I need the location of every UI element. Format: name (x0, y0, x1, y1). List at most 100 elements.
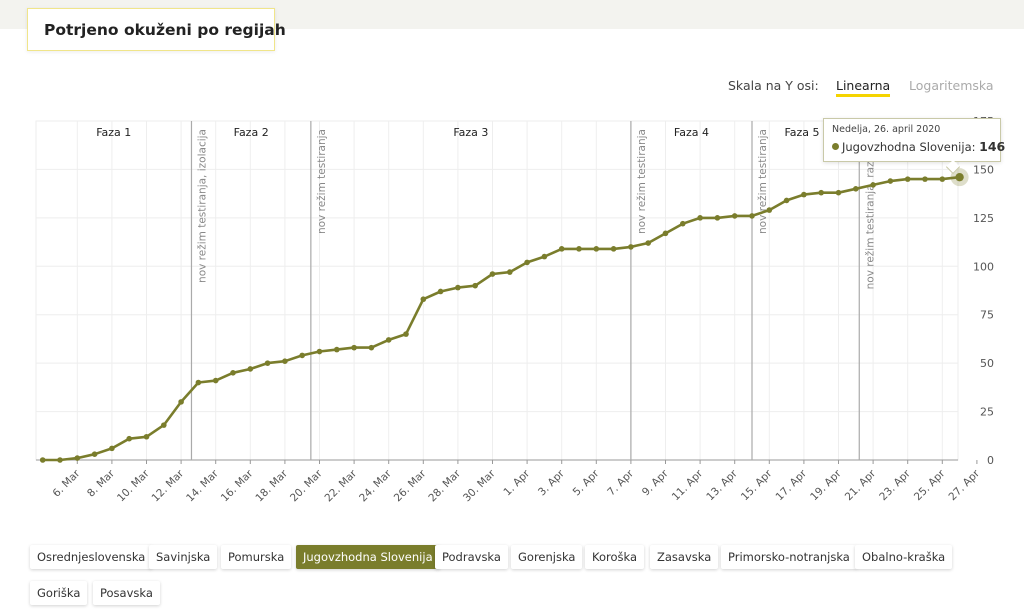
x-tick-label: 23. Apr (877, 467, 913, 503)
x-tick-label: 17. Apr (774, 467, 810, 503)
x-tick-label: 1. Apr (501, 467, 532, 498)
scale-logarithmic-option[interactable]: Logaritemska (909, 78, 994, 93)
data-point (247, 366, 254, 372)
data-point (541, 253, 548, 260)
x-tick-label: 8. Mar (85, 467, 117, 499)
data-point (74, 455, 81, 461)
series-line (42, 175, 960, 462)
region-button[interactable]: Goriška (30, 581, 88, 605)
data-point (610, 246, 617, 252)
highlight-point (955, 172, 964, 182)
y-tick-label: 0 (987, 454, 994, 467)
phase-marker-label: nov režim testiranja, razširitev (864, 129, 876, 289)
phase-marker-label: nov režim testiranja (316, 129, 328, 234)
y-tick-label: 150 (973, 163, 994, 176)
data-point (714, 215, 721, 221)
data-point (887, 178, 894, 184)
phase-label: Faza 1 (96, 126, 131, 139)
data-point (524, 259, 530, 266)
x-tick-label: 10. Mar (115, 467, 152, 504)
x-tick-label: 9. Apr (640, 467, 671, 498)
scale-linear-option[interactable]: Linearna (836, 78, 891, 97)
tooltip-date: Nedelja, 26. april 2020 (832, 124, 941, 135)
region-button[interactable]: Posavska (93, 581, 160, 605)
data-point (109, 445, 115, 452)
data-point (455, 284, 461, 291)
x-tick-label: 15. Apr (739, 467, 775, 503)
region-button[interactable]: Pomurska (221, 545, 292, 569)
region-button[interactable]: Primorsko-notranjska (721, 545, 857, 569)
phase-marker-label: nov režim testiranja (636, 129, 648, 234)
region-button[interactable]: Savinjska (149, 545, 218, 569)
x-tick-label: 7. Apr (605, 467, 636, 498)
data-point (316, 348, 323, 355)
region-button[interactable]: Zasavska (650, 545, 719, 569)
x-tick-label: 14. Mar (184, 467, 221, 504)
data-point (351, 344, 357, 351)
x-tick-label: 3. Apr (536, 467, 567, 498)
x-tick-label: 16. Mar (219, 467, 256, 504)
y-tick-label: 75 (980, 309, 994, 322)
phase-label: Faza 3 (453, 126, 488, 139)
x-tick-label: 20. Mar (288, 467, 325, 504)
data-point (195, 379, 202, 386)
region-button[interactable]: Osrednjeslovenska (30, 545, 153, 569)
region-button[interactable]: Koroška (585, 545, 645, 569)
x-tick-label: 25. Apr (912, 467, 948, 503)
data-point (801, 191, 807, 198)
phase-label: Faza 5 (784, 126, 819, 139)
data-point (835, 189, 842, 196)
x-tick-label: 5. Apr (571, 467, 602, 498)
data-point (282, 358, 288, 365)
y-scale-switch: Skala na Y osi: Linearna Logaritemska (0, 78, 1024, 98)
tooltip-series-line: Jugovzhodna Slovenija: 146 (832, 139, 1005, 154)
tooltip-value: 146 (979, 139, 1006, 154)
data-point (437, 288, 444, 295)
data-point (904, 176, 911, 182)
y-tick-label: 100 (973, 260, 994, 273)
chart-tooltip: Nedelja, 26. april 2020 Jugovzhodna Slov… (823, 118, 1005, 175)
data-point (368, 344, 375, 351)
region-button[interactable]: Jugovzhodna Slovenija (296, 545, 440, 569)
phase-marker-label: nov režim testiranja, izolacija (196, 129, 208, 283)
x-tick-label: 24. Mar (357, 467, 394, 504)
data-point (922, 176, 928, 182)
data-point (126, 435, 132, 442)
region-button[interactable]: Gorenjska (511, 545, 583, 569)
data-point (558, 246, 565, 252)
data-point (472, 282, 479, 289)
x-tick-label: 11. Apr (670, 467, 706, 503)
y-scale-label: Skala na Y osi: (728, 78, 819, 93)
data-point (645, 240, 651, 246)
data-point (870, 182, 876, 188)
data-point (680, 220, 686, 227)
x-tick-label: 18. Mar (253, 467, 290, 504)
region-button[interactable]: Obalno-kraška (855, 545, 953, 569)
y-tick-label: 50 (980, 357, 994, 370)
x-tick-label: 27. Apr (947, 467, 983, 503)
data-point (749, 213, 755, 219)
x-tick-label: 19. Apr (808, 467, 844, 503)
x-tick-label: 22. Mar (323, 467, 360, 504)
tooltip-series-name: Jugovzhodna Slovenija (842, 140, 972, 154)
data-point (507, 269, 513, 275)
data-point (628, 244, 634, 250)
data-point (783, 197, 790, 204)
data-point (57, 457, 63, 463)
phase-label: Faza 2 (234, 126, 269, 139)
page-title: Potrjeno okuženi po regijah (27, 8, 286, 51)
data-point (334, 346, 340, 353)
data-point (662, 230, 669, 237)
data-point (853, 186, 859, 192)
region-button[interactable]: Podravska (435, 545, 508, 569)
data-point (385, 337, 392, 343)
data-point (91, 451, 98, 457)
data-point (212, 377, 219, 384)
data-point (697, 215, 703, 221)
data-point (264, 360, 271, 366)
data-point (939, 176, 946, 182)
y-tick-label: 125 (973, 212, 994, 225)
y-tick-label: 25 (980, 406, 994, 419)
x-tick-label: 13. Apr (704, 467, 740, 503)
